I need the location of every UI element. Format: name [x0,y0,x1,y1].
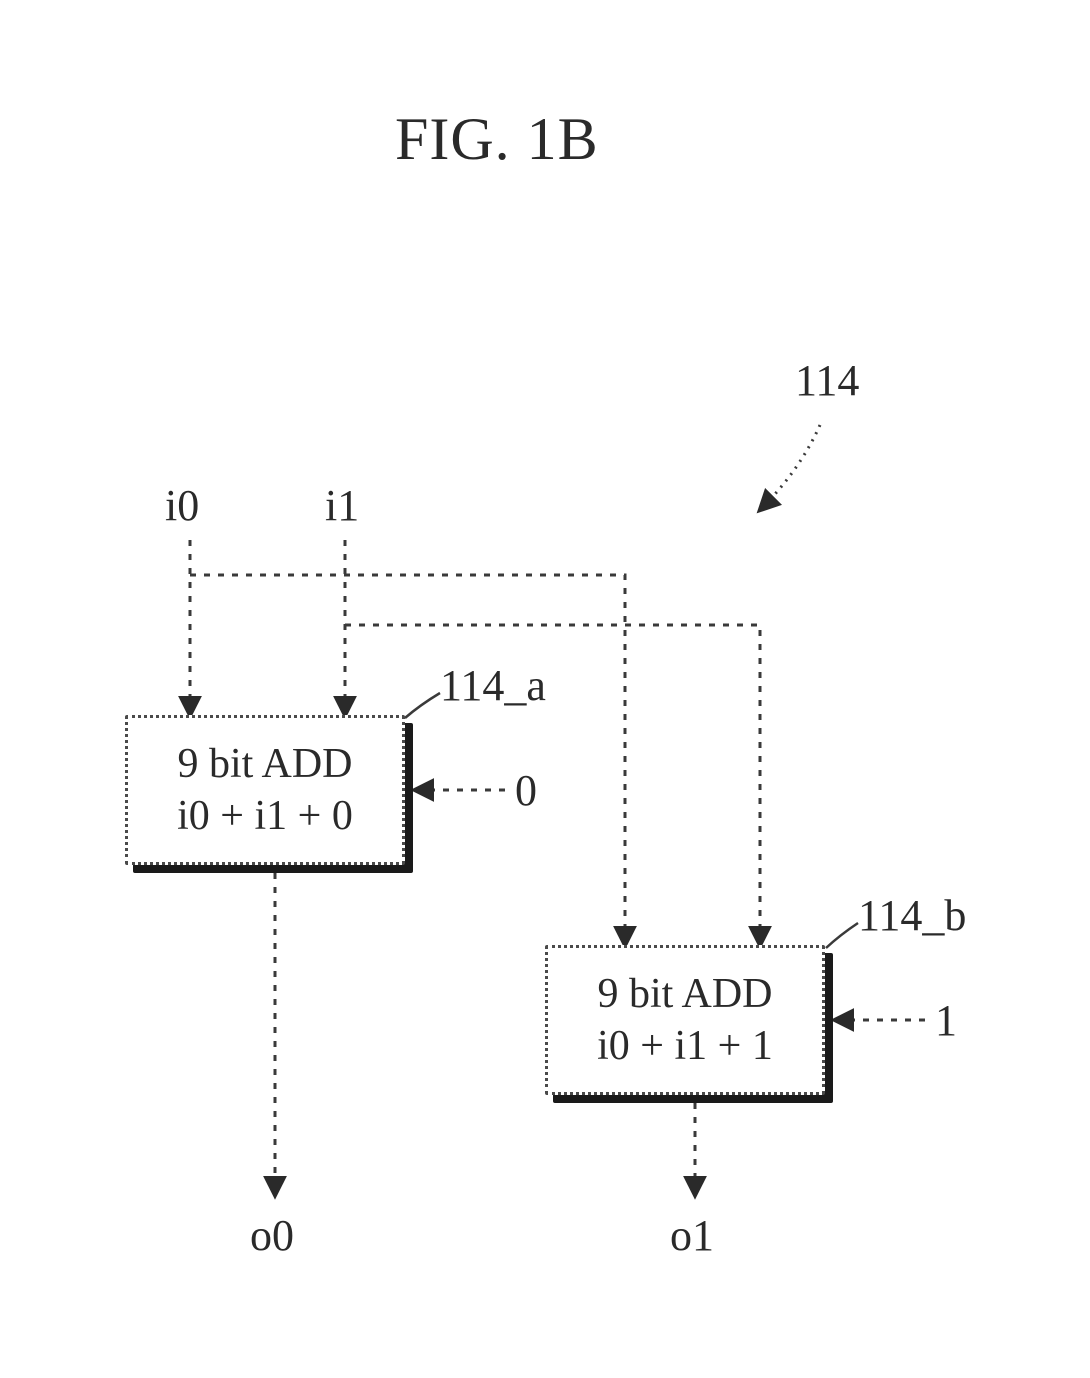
adder-b-line1: 9 bit ADD [597,971,772,1017]
ref-label-114b: 114_b [858,890,966,941]
adder-b-box: 9 bit ADD i0 + i1 + 1 [545,945,825,1095]
ref-label-114a: 114_a [440,660,546,711]
input-label-i1: i1 [325,480,359,531]
leader-114 [760,425,820,510]
adder-b-line2: i0 + i1 + 1 [597,1023,773,1069]
ref-label-114: 114 [795,355,859,406]
adder-b-text: 9 bit ADD i0 + i1 + 1 [597,968,773,1073]
adder-a: 9 bit ADD i0 + i1 + 0 [125,715,413,873]
output-label-o0: o0 [250,1210,294,1261]
output-label-o1: o1 [670,1210,714,1261]
adder-a-text: 9 bit ADD i0 + i1 + 0 [177,738,353,843]
adder-b: 9 bit ADD i0 + i1 + 1 [545,945,833,1103]
adder-a-line1: 9 bit ADD [177,741,352,787]
figure-canvas: FIG. 1B 114 i0 i1 [0,0,1090,1378]
input-label-i0: i0 [165,480,199,531]
adder-a-box: 9 bit ADD i0 + i1 + 0 [125,715,405,865]
adder-a-line2: i0 + i1 + 0 [177,793,353,839]
carry-in-1-label: 1 [935,995,957,1046]
carry-in-0-label: 0 [515,765,537,816]
